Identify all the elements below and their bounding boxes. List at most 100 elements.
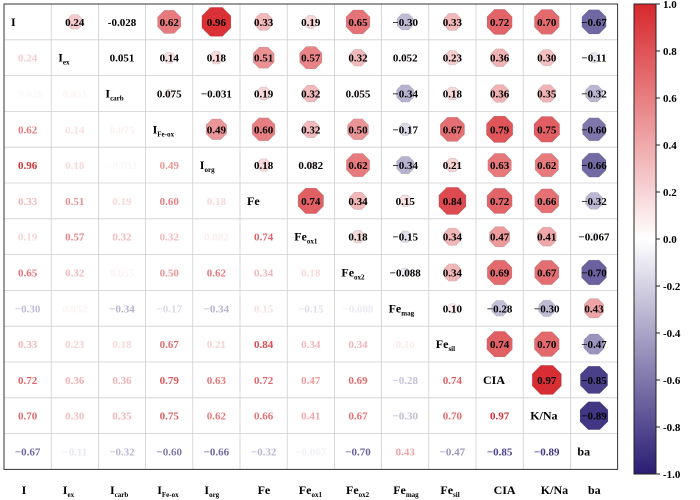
correlation-value: 0.41 xyxy=(301,411,320,423)
correlation-marker xyxy=(581,9,607,35)
diagonal-label: Femag xyxy=(389,301,415,317)
correlation-value: −0.30 xyxy=(534,303,560,315)
correlation-value: 0.19 xyxy=(301,17,321,29)
correlation-marker xyxy=(445,86,459,101)
correlation-value: 0.43 xyxy=(396,447,416,459)
colorbar: 1.0 0.8 0.6 0.4 0.2 0.0 -0.2 -0.4 -0.6 -0.8 -1.0 xyxy=(633,0,681,481)
correlation-marker xyxy=(213,90,220,97)
colorbar-tick-label: 0.4 xyxy=(663,140,677,152)
correlation-marker xyxy=(297,187,324,214)
correlation-marker xyxy=(399,230,412,243)
correlation-value: −0.34 xyxy=(109,303,135,315)
correlation-value: 0.43 xyxy=(584,303,604,315)
correlation-marker xyxy=(401,54,409,62)
correlation-value: 0.33 xyxy=(18,196,38,208)
correlation-marker xyxy=(254,13,273,31)
correlation-value: 0.97 xyxy=(537,375,557,387)
correlation-value: 0.97 xyxy=(490,411,510,423)
correlation-marker xyxy=(299,46,323,70)
correlation-value: 0.34 xyxy=(348,339,368,351)
correlation-marker xyxy=(486,331,513,358)
correlation-value: −0.15 xyxy=(392,232,418,244)
correlation-value: −0.11 xyxy=(582,53,607,65)
correlation-marker xyxy=(581,152,607,178)
correlation-value: 0.96 xyxy=(18,160,38,172)
correlation-value: 0.24 xyxy=(18,53,38,65)
diagonal-label: Feox2 xyxy=(341,266,365,282)
correlation-marker xyxy=(486,188,513,214)
correlation-value: 0.23 xyxy=(65,339,85,351)
correlation-value: −0.15 xyxy=(298,303,324,315)
correlation-value: −0.17 xyxy=(392,124,418,136)
column-label: Feox1 xyxy=(299,483,323,499)
correlation-marker xyxy=(118,54,126,62)
correlation-marker xyxy=(306,160,316,170)
correlation-marker xyxy=(537,84,556,103)
correlation-value: 0.32 xyxy=(301,89,321,101)
correlation-value: 0.51 xyxy=(254,53,273,65)
correlation-marker xyxy=(209,51,223,65)
column-label: Femag xyxy=(393,483,419,499)
correlation-value: 0.33 xyxy=(254,17,274,29)
correlation-value: 0.60 xyxy=(160,196,180,208)
colorbar-tick-label: 0.8 xyxy=(663,46,677,58)
correlation-value: 0.63 xyxy=(490,160,510,172)
correlation-marker xyxy=(583,333,605,355)
diagonal-label: Icarb xyxy=(105,87,123,103)
diagonal-label: CIA xyxy=(483,373,505,387)
correlation-value: 0.21 xyxy=(443,160,462,172)
column-label: K/Na xyxy=(541,483,568,497)
correlation-value: 0.075 xyxy=(110,124,135,136)
correlation-value: 0.36 xyxy=(490,53,510,65)
correlation-marker xyxy=(486,9,513,35)
correlation-value: −0.031 xyxy=(201,89,232,101)
correlation-value: 0.70 xyxy=(537,339,557,351)
colorbar-tick-label: 0.6 xyxy=(663,93,677,105)
correlation-value: 0.62 xyxy=(207,411,227,423)
correlation-value: 0.32 xyxy=(112,232,132,244)
correlation-value: 0.67 xyxy=(443,124,463,136)
correlation-marker xyxy=(304,15,318,29)
correlation-value: 0.35 xyxy=(537,89,557,101)
correlation-value: −0.66 xyxy=(581,160,607,172)
correlation-marker xyxy=(205,118,228,140)
correlation-marker xyxy=(347,118,369,141)
correlation-value: 0.51 xyxy=(65,196,84,208)
correlation-value: −0.60 xyxy=(156,447,182,459)
correlation-value: 0.052 xyxy=(62,303,87,315)
correlation-value: 0.32 xyxy=(160,232,180,244)
correlation-value: 0.34 xyxy=(348,196,368,208)
correlation-marker xyxy=(487,153,512,178)
correlation-marker xyxy=(164,89,174,98)
correlation-value: 0.74 xyxy=(490,339,510,351)
colorbar-tick-label: -1.0 xyxy=(663,469,681,481)
correlation-marker xyxy=(584,298,604,319)
correlation-value: 0.34 xyxy=(443,268,463,280)
correlation-value: 0.18 xyxy=(443,89,463,101)
correlation-marker xyxy=(398,122,412,136)
correlation-value: 0.35 xyxy=(112,411,132,423)
correlation-value: −0.34 xyxy=(392,89,418,101)
column-label: Iex xyxy=(63,483,75,499)
diagonal-label: Fe xyxy=(247,194,260,208)
column-label: Fesil xyxy=(440,483,459,499)
correlation-value: 0.49 xyxy=(207,124,227,136)
correlation-value: 0.66 xyxy=(537,196,557,208)
correlation-value: 0.65 xyxy=(348,17,368,29)
diagonal-label: K/Na xyxy=(530,409,557,423)
correlation-value: 0.34 xyxy=(301,339,321,351)
correlation-value: 0.32 xyxy=(65,268,85,280)
correlation-value: −0.34 xyxy=(392,160,418,172)
correlation-marker xyxy=(580,365,608,394)
colorbar-tick-label: -0.2 xyxy=(663,281,681,293)
correlation-value: 0.62 xyxy=(207,268,227,280)
correlation-value: 0.36 xyxy=(65,375,85,387)
column-label: Icarb xyxy=(110,483,128,499)
correlation-value: 0.66 xyxy=(254,411,274,423)
correlation-value: 0.47 xyxy=(490,232,510,244)
correlation-value: 0.72 xyxy=(490,17,510,29)
correlation-value: 0.30 xyxy=(537,53,557,65)
correlation-marker xyxy=(251,117,276,142)
correlation-marker xyxy=(157,9,182,34)
correlation-marker xyxy=(163,51,176,64)
